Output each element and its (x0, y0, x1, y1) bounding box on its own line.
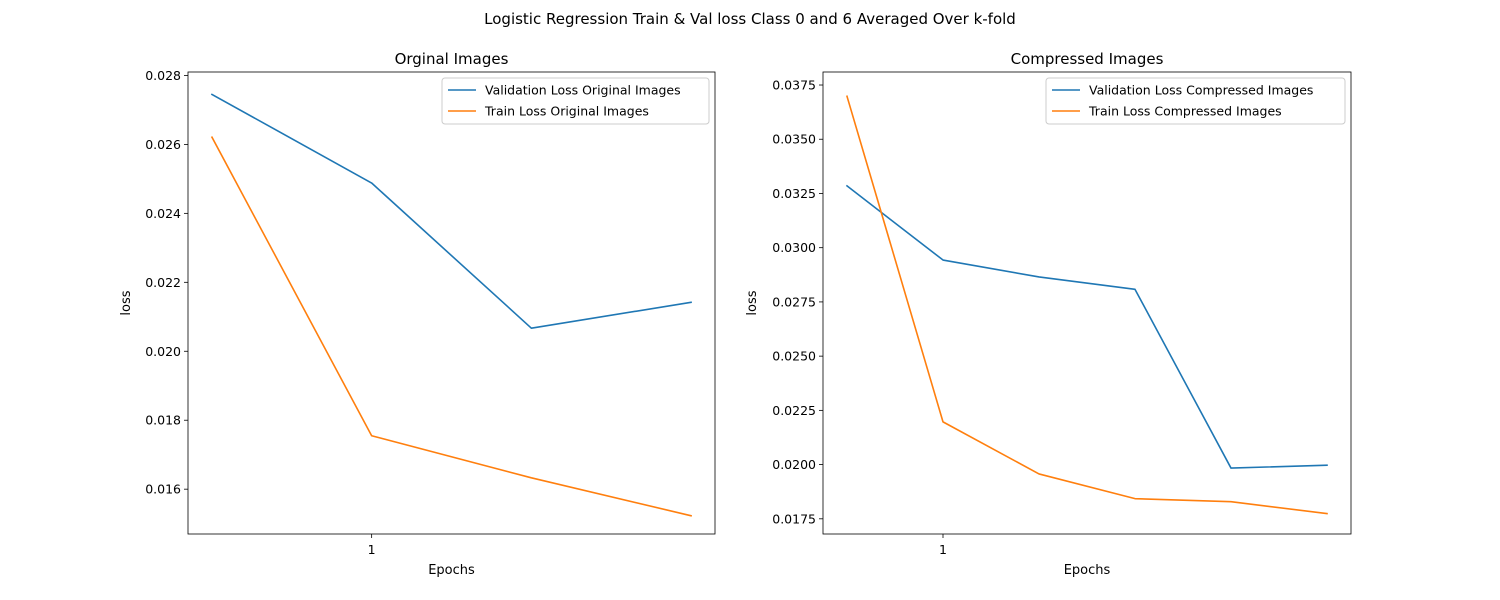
compressed-series-line-train (846, 95, 1328, 515)
compressed-ytick-label: 0.0275 (772, 294, 816, 309)
original-chart-title: Orginal Images (395, 50, 509, 68)
compressed-yaxis-label: loss (745, 290, 760, 315)
original-series-line-validation (210, 93, 692, 329)
original-ytick-label: 0.024 (145, 206, 181, 221)
compressed-legend-label-train: Train Loss Compressed Images (1088, 104, 1282, 119)
compressed-ytick-label: 0.0200 (772, 457, 816, 472)
original-chart: Orginal Images 0.016 0.018 0.020 0.022 0.024 0… (119, 50, 716, 578)
compressed-chart-title: Compressed Images (1011, 50, 1164, 68)
compressed-ytick-label: 0.0375 (772, 78, 816, 93)
compressed-xaxis-label: Epochs (1064, 563, 1111, 578)
original-yaxis-label: loss (119, 290, 134, 315)
chart-panels: Orginal Images 0.016 0.018 0.020 0.022 0.024 0… (119, 50, 1352, 578)
original-xtick-label: 1 (368, 542, 376, 557)
original-axes-frame (187, 71, 716, 535)
original-ytick-label: 0.018 (145, 413, 181, 428)
compressed-ytick-label: 0.0325 (772, 186, 816, 201)
compressed-chart: Compressed Images 0.0175 0.0200 0.0225 0.025… (745, 50, 1352, 578)
original-ytick-label: 0.016 (145, 482, 181, 497)
compressed-ytick-label: 0.0300 (772, 240, 816, 255)
compressed-legend: Validation Loss Compressed Images Train L… (1045, 77, 1346, 125)
compressed-axes-frame (822, 71, 1352, 535)
original-ytick-label: 0.026 (145, 137, 181, 152)
original-ytick-label: 0.028 (145, 68, 181, 83)
original-ytick-label: 0.020 (145, 344, 181, 359)
compressed-xtick-label: 1 (939, 542, 947, 557)
compressed-ytick-label: 0.0250 (772, 349, 816, 364)
compressed-ytick-label: 0.0350 (772, 132, 816, 147)
compressed-legend-label-validation: Validation Loss Compressed Images (1089, 83, 1313, 98)
compressed-ytick-label: 0.0175 (772, 511, 816, 526)
original-xaxis-label: Epochs (428, 563, 475, 578)
compressed-legend-box (1045, 77, 1346, 125)
compressed-series-line-validation (845, 184, 1328, 469)
original-series-line-train (210, 136, 693, 517)
original-legend-label-train: Train Loss Original Images (484, 104, 649, 119)
compressed-ytick-label: 0.0225 (772, 403, 816, 418)
original-ytick-label: 0.022 (145, 275, 181, 290)
original-legend-box (441, 77, 710, 125)
original-legend-label-validation: Validation Loss Original Images (485, 83, 681, 98)
figure-suptitle: Logistic Regression Train & Val loss Cla… (484, 10, 1016, 28)
original-legend: Validation Loss Original Images Train Los… (441, 77, 710, 125)
